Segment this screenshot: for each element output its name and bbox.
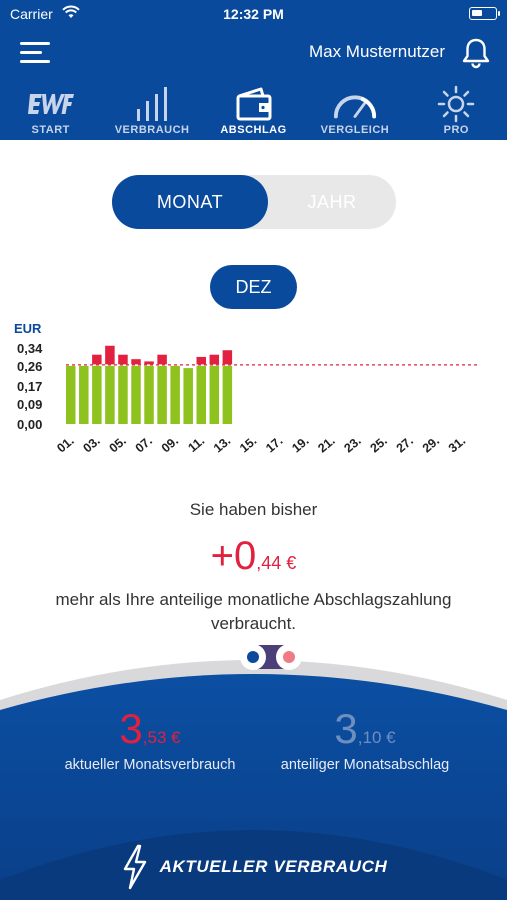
current-consumption-button-label: AKTUELLER VERBRAUCH — [159, 857, 388, 876]
ewf-logo-icon — [27, 84, 74, 124]
summary-description: mehr als Ihre anteilige monatliche Absch… — [55, 590, 452, 633]
difference-fraction: ,44 € — [256, 553, 297, 573]
x-tick-label: 25. — [368, 434, 390, 456]
bar-within-installment — [118, 365, 128, 424]
hamburger-menu-icon[interactable] — [20, 42, 50, 64]
installment-caption: anteiliger Monatsabschlag — [280, 757, 450, 773]
x-tick-label: 13. — [211, 434, 233, 456]
bottom-panel-background — [0, 660, 507, 900]
current-consumption-button[interactable]: AKTUELLER VERBRAUCH — [0, 842, 507, 892]
y-tick-label: 0,34 — [17, 341, 43, 356]
x-tick-label: 27. — [394, 434, 416, 456]
bar-excess — [209, 354, 220, 365]
pager-dots[interactable] — [237, 641, 305, 673]
bar-excess — [118, 354, 128, 365]
bar-within-installment — [66, 365, 76, 424]
tab-start[interactable]: START — [0, 78, 101, 140]
installment-fraction: ,10 € — [357, 728, 396, 747]
summary-block: Sie haben bisher +0,44 € mehr als Ihre a… — [0, 500, 507, 636]
sun-icon — [433, 84, 479, 124]
status-time: 12:32 PM — [223, 6, 284, 22]
x-tick-label: 29. — [420, 434, 442, 456]
y-axis-unit-label: EUR — [14, 321, 42, 336]
bar-within-installment — [79, 365, 89, 424]
installment-main: 3 — [334, 705, 358, 752]
bar-within-installment — [196, 365, 206, 424]
x-tick-label: 09. — [159, 434, 181, 456]
bar-excess — [222, 350, 233, 365]
y-tick-label: 0,17 — [17, 379, 42, 394]
lightning-bolt-icon — [123, 844, 146, 890]
bar-within-installment — [157, 365, 167, 424]
tab-vergleich[interactable]: VERGLEICH — [304, 78, 405, 140]
carrier-label: Carrier — [10, 6, 53, 22]
battery-icon — [469, 7, 500, 20]
user-name[interactable]: Max Musternutzer — [308, 42, 445, 61]
bar-excess — [157, 354, 167, 365]
current-consumption-value: 3,53 € — [40, 705, 260, 752]
tab-vergleich-label: VERGLEICH — [320, 124, 390, 136]
y-tick-label: 0,26 — [17, 359, 42, 374]
current-consumption-fraction: ,53 € — [142, 728, 181, 747]
tab-pro[interactable]: PRO — [406, 78, 507, 140]
installment-stat: 3,10 € anteiliger Monatsabschlag — [250, 705, 480, 773]
x-tick-label: 19. — [289, 434, 311, 456]
bell-icon[interactable] — [459, 36, 493, 70]
daily-cost-chart: EUR 0,34 0,26 0,17 0,09 0,00 01. 03. 05. 07. 09.… — [14, 321, 478, 456]
current-consumption-main: 3 — [119, 705, 143, 752]
bar-excess — [105, 345, 115, 365]
x-tick-label: 31. — [446, 434, 468, 456]
x-tick-label: 17. — [263, 434, 285, 456]
y-tick-label: 0,00 — [17, 417, 42, 432]
month-selector-button[interactable]: DEZ — [210, 265, 297, 309]
summary-intro: Sie haben bisher — [189, 500, 318, 519]
bar-within-installment — [144, 365, 154, 424]
difference-amount: +0,44 € — [0, 534, 507, 578]
app-header: Max Musternutzer — [0, 28, 507, 78]
bar-excess — [131, 359, 141, 365]
bar-excess — [92, 354, 102, 365]
tab-pro-label: PRO — [443, 124, 469, 136]
wifi-icon — [62, 5, 80, 18]
current-consumption-caption: aktueller Monatsverbrauch — [64, 757, 236, 773]
tab-abschlag[interactable]: ABSCHLAG — [203, 78, 304, 140]
x-tick-label: 15. — [237, 434, 259, 456]
x-tick-label: 23. — [341, 434, 363, 456]
y-tick-label: 0,09 — [17, 397, 42, 412]
bar-within-installment — [183, 368, 193, 424]
x-tick-label: 05. — [107, 434, 129, 456]
x-tick-label: 03. — [80, 434, 102, 456]
x-tick-label: 01. — [54, 434, 76, 456]
main-nav: START VERBRAUCH ABSCHLAG — [0, 78, 507, 140]
wallet-icon — [231, 84, 277, 124]
bar-within-installment — [131, 365, 141, 424]
x-tick-label: 11. — [185, 434, 207, 455]
tab-verbrauch[interactable]: VERBRAUCH — [101, 78, 202, 140]
bar-within-installment — [209, 365, 220, 424]
period-toggle: JAHR MONAT — [112, 175, 396, 229]
current-consumption-stat: 3,53 € aktueller Monatsverbrauch — [40, 705, 260, 773]
month-toggle-button[interactable]: MONAT — [112, 175, 268, 229]
tab-abschlag-label: ABSCHLAG — [220, 124, 287, 136]
tab-start-label: START — [31, 124, 70, 136]
x-tick-label: 21. — [315, 434, 337, 456]
bar-within-installment — [105, 365, 115, 424]
bar-excess — [144, 361, 154, 365]
x-tick-label: 07. — [133, 434, 155, 456]
bar-chart-icon — [129, 84, 175, 124]
tab-verbrauch-label: VERBRAUCH — [114, 124, 190, 136]
installment-value: 3,10 € — [250, 705, 480, 752]
gauge-icon — [332, 84, 378, 124]
bar-excess — [196, 356, 206, 365]
year-toggle-button[interactable]: JAHR — [307, 192, 357, 212]
difference-main: +0 — [210, 534, 257, 578]
bar-within-installment — [92, 365, 102, 424]
status-bar: Carrier 12:32 PM — [0, 0, 507, 28]
bar-within-installment — [222, 365, 233, 424]
bar-within-installment — [170, 365, 180, 424]
